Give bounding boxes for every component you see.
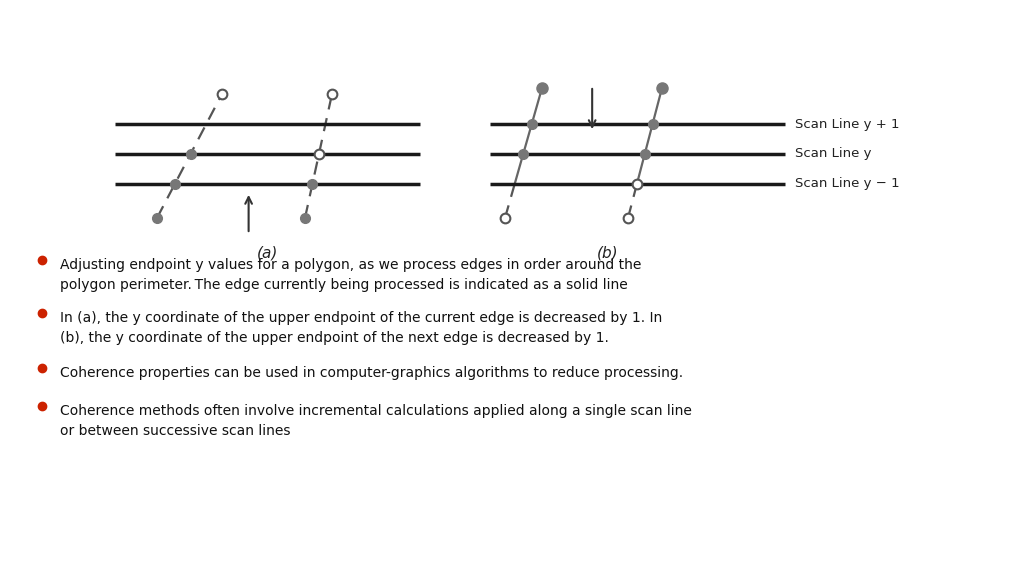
Text: Scan Line y + 1: Scan Line y + 1	[795, 118, 899, 131]
Text: Scan Line y: Scan Line y	[795, 147, 871, 161]
Text: (b): (b)	[597, 246, 618, 261]
Text: Coherence methods often involve incremental calculations applied along a single : Coherence methods often involve incremen…	[60, 404, 692, 438]
Text: Adjusting endpoint y values for a polygon, as we process edges in order around t: Adjusting endpoint y values for a polygo…	[60, 258, 641, 292]
Text: In (a), the y coordinate of the upper endpoint of the current edge is decreased : In (a), the y coordinate of the upper en…	[60, 311, 663, 345]
Text: (a): (a)	[257, 246, 279, 261]
Text: Scan Line y − 1: Scan Line y − 1	[795, 177, 900, 191]
Text: Coherence properties can be used in computer-graphics algorithms to reduce proce: Coherence properties can be used in comp…	[60, 366, 683, 380]
